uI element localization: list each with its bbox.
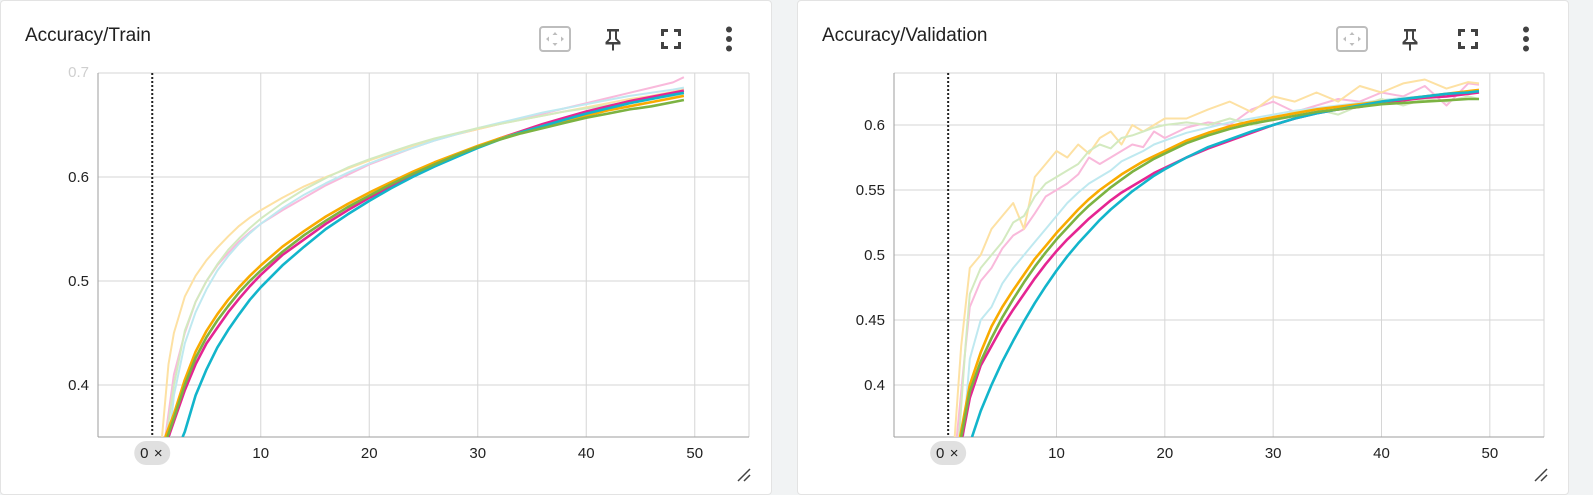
step-marker-chip-bg (134, 441, 171, 465)
smoothed-series-line (181, 91, 685, 437)
more-options-button[interactable] (1506, 19, 1546, 59)
x-tick-label: 20 (361, 445, 378, 462)
chart-title: Accuracy/Validation (822, 25, 988, 46)
step-marker-chip[interactable]: 0 × (134, 441, 171, 465)
raw-series-line (161, 87, 685, 437)
x-tick-label: 40 (1373, 445, 1390, 462)
x-tick-label: 20 (1156, 445, 1173, 462)
x-tick-label: 40 (578, 445, 595, 462)
smoothed-series-line (166, 98, 685, 437)
pin-icon (1402, 29, 1418, 51)
step-marker-label: 0 (936, 445, 944, 462)
fit-domain-button[interactable] (1332, 19, 1372, 59)
y-tick-label: 0.45 (856, 312, 885, 329)
raw-series-line (168, 86, 685, 437)
y-tick-label: 0.6 (864, 117, 885, 134)
smoothed-series-line (167, 89, 685, 437)
y-tick-label: 0.5 (864, 247, 885, 264)
smoothed-series-line (164, 94, 685, 437)
step-marker-label: 0 (140, 445, 148, 462)
series-group (953, 78, 1480, 437)
fullscreen-icon (1458, 29, 1478, 49)
pin-icon (605, 29, 621, 51)
pin-button[interactable] (593, 19, 633, 59)
smoothed-series-line (970, 89, 1480, 437)
card-accuracy-validation: Accuracy/Validation 0.4 0.45 0.5 0.5 (797, 0, 1569, 495)
x-tick-label: 30 (1265, 445, 1282, 462)
raw-series-line (164, 76, 685, 437)
raw-series-line (165, 92, 685, 437)
line-chart[interactable]: 0.40.450.50.550.610 20 30 40 500 × (798, 1, 1568, 494)
raw-series-line (953, 78, 1480, 437)
more-vert-icon (1523, 26, 1529, 52)
smoothed-series-line (959, 97, 1479, 437)
step-marker-chip-bg (930, 441, 967, 465)
x-tick-label: 50 (686, 445, 703, 462)
fit-domain-icon (1336, 26, 1368, 52)
x-tick-label: 30 (469, 445, 486, 462)
card-accuracy-train: Accuracy/Train 0.4 0.5 0.6 0.7 10 20 30 (0, 0, 772, 495)
resize-handle-icon[interactable] (735, 466, 751, 482)
chart-toolbar (1330, 19, 1550, 59)
y-tick-label: 0.55 (856, 182, 885, 199)
more-vert-icon (726, 26, 732, 52)
y-tick-label: 0.5 (68, 273, 89, 290)
series-group (161, 76, 685, 437)
step-marker-chip[interactable]: 0 × (930, 441, 967, 465)
fit-domain-icon (539, 26, 571, 52)
raw-series-line (955, 82, 1480, 437)
line-chart[interactable]: 0.40.50.60.710 20 30 40 500 × (1, 1, 771, 494)
chart-title: Accuracy/Train (25, 25, 151, 46)
resize-handle-icon[interactable] (1532, 466, 1548, 482)
x-tick-label: 10 (1048, 445, 1065, 462)
pin-button[interactable] (1390, 19, 1430, 59)
more-options-button[interactable] (709, 19, 749, 59)
y-tick-label: 0.4 (68, 377, 89, 394)
raw-series-line (958, 95, 1480, 437)
fullscreen-button[interactable] (1448, 19, 1488, 59)
x-tick-label: 50 (1481, 445, 1498, 462)
x-tick-label: 10 (252, 445, 269, 462)
y-tick-label-clipped: 0.7 (68, 64, 89, 81)
step-marker-close-icon[interactable]: × (950, 445, 959, 462)
fullscreen-icon (661, 29, 681, 49)
fit-domain-button[interactable] (535, 19, 575, 59)
step-marker-close-icon[interactable]: × (154, 445, 163, 462)
chart-toolbar (533, 19, 753, 59)
fullscreen-button[interactable] (651, 19, 691, 59)
y-tick-label: 0.4 (864, 377, 885, 394)
y-tick-label: 0.6 (68, 169, 89, 186)
